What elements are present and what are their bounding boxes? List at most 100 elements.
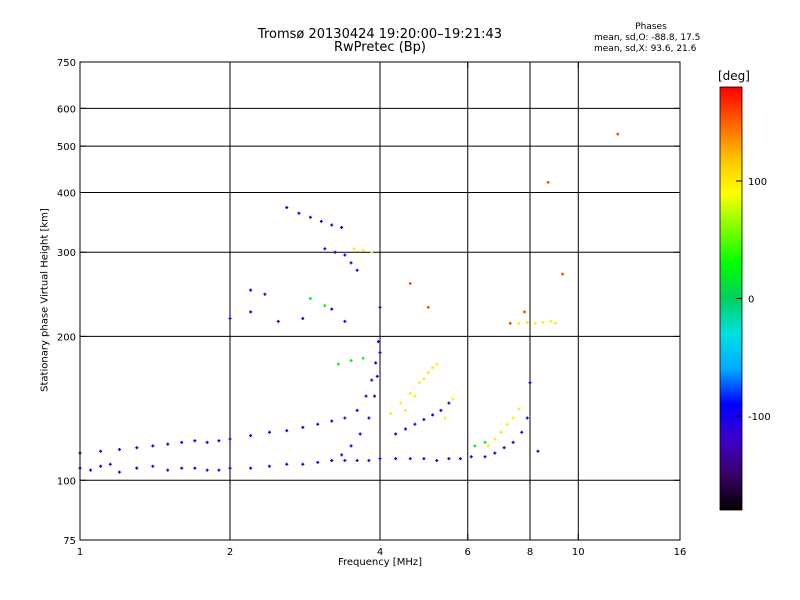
x-tick-label: 2 xyxy=(227,547,233,558)
data-point xyxy=(431,366,435,370)
data-point xyxy=(394,432,398,436)
data-point xyxy=(370,250,374,254)
data-point xyxy=(330,307,334,311)
data-point xyxy=(435,458,439,462)
data-point xyxy=(523,310,527,314)
data-point xyxy=(541,320,545,324)
data-point xyxy=(378,457,382,461)
data-point xyxy=(394,457,398,461)
x-tick-label: 4 xyxy=(377,547,383,558)
data-point xyxy=(525,416,529,420)
data-point xyxy=(301,316,305,320)
data-point xyxy=(340,453,344,457)
data-point xyxy=(378,305,382,309)
data-point xyxy=(217,468,221,472)
data-point xyxy=(553,321,557,325)
data-point xyxy=(511,440,515,444)
data-point xyxy=(330,223,334,227)
y-tick-label: 75 xyxy=(63,536,76,547)
data-point xyxy=(301,462,305,466)
data-point xyxy=(228,466,232,470)
y-tick-label: 600 xyxy=(57,104,76,115)
chart-title: Tromsø 20130424 19:20:00–19:21:43 xyxy=(257,27,503,42)
data-point xyxy=(561,272,565,276)
data-point xyxy=(193,439,197,443)
data-point xyxy=(135,466,139,470)
data-point xyxy=(333,250,337,254)
grid xyxy=(80,62,680,540)
data-point xyxy=(483,455,487,459)
data-point xyxy=(443,416,447,420)
data-point xyxy=(151,464,155,468)
y-tick-label: 300 xyxy=(57,248,76,259)
data-point xyxy=(439,408,443,412)
colorbar-tick-label: 0 xyxy=(748,295,754,306)
data-point xyxy=(493,451,497,455)
data-point xyxy=(546,180,550,184)
data-point xyxy=(249,434,253,438)
data-point xyxy=(533,321,537,325)
data-point xyxy=(447,457,451,461)
data-point xyxy=(473,444,477,448)
data-point xyxy=(616,132,620,136)
data-point xyxy=(389,411,393,415)
data-point xyxy=(352,247,356,251)
data-point xyxy=(549,319,553,323)
y-tick-label: 400 xyxy=(57,188,76,199)
phase-heading: Phases xyxy=(635,22,667,32)
data-point xyxy=(343,319,347,323)
x-tick-label: 16 xyxy=(674,547,687,558)
data-point xyxy=(374,361,378,365)
data-point xyxy=(370,378,374,382)
data-point xyxy=(330,419,334,423)
data-point xyxy=(469,455,473,459)
data-point xyxy=(517,321,521,325)
data-point xyxy=(367,416,371,420)
data-point xyxy=(517,407,521,411)
data-point xyxy=(413,422,417,426)
data-point xyxy=(349,261,353,265)
data-point xyxy=(343,458,347,462)
data-point xyxy=(378,351,382,355)
data-point xyxy=(343,253,347,257)
data-point xyxy=(166,468,170,472)
data-point xyxy=(285,462,289,466)
data-point xyxy=(422,418,426,422)
x-axis-label: Frequency [MHz] xyxy=(337,557,423,568)
data-point xyxy=(180,466,184,470)
data-point xyxy=(308,297,312,301)
data-point xyxy=(166,442,170,446)
data-point xyxy=(376,340,380,344)
data-point xyxy=(355,458,359,462)
data-point xyxy=(249,288,253,292)
data-point xyxy=(319,219,323,223)
data-point xyxy=(502,446,506,450)
data-point xyxy=(417,381,421,385)
data-point xyxy=(228,316,232,320)
data-point xyxy=(108,462,112,466)
data-point xyxy=(99,464,103,468)
colorbar: 100 0 -100 xyxy=(719,86,771,511)
data-point xyxy=(323,304,327,308)
data-point xyxy=(451,397,455,401)
data-point xyxy=(431,413,435,417)
data-point xyxy=(447,401,451,405)
data-point xyxy=(151,444,155,448)
y-tick-label: 750 xyxy=(57,58,76,69)
data-point xyxy=(493,437,497,441)
data-point xyxy=(336,362,340,366)
data-point xyxy=(422,457,426,461)
data-point xyxy=(408,391,412,395)
data-point xyxy=(285,429,289,433)
data-point xyxy=(276,319,280,323)
data-point xyxy=(340,225,344,229)
data-point xyxy=(403,408,407,412)
data-point xyxy=(316,460,320,464)
x-tick-label: 6 xyxy=(465,547,471,558)
data-point xyxy=(228,437,232,441)
phase-stats-x: mean, sd,X: 93.6, 21.6 xyxy=(594,44,697,54)
data-point xyxy=(355,268,359,272)
y-tick-label: 100 xyxy=(57,476,76,487)
colorbar-label: [deg] xyxy=(718,69,750,83)
data-point xyxy=(435,362,439,366)
